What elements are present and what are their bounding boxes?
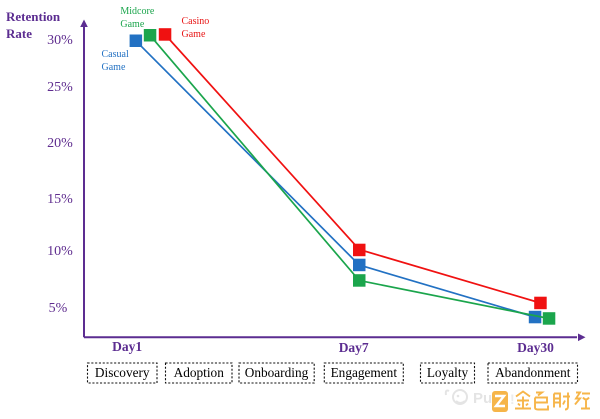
svg-text:!: ! (510, 391, 515, 407)
svg-text:Pu: Pu (473, 390, 492, 407)
